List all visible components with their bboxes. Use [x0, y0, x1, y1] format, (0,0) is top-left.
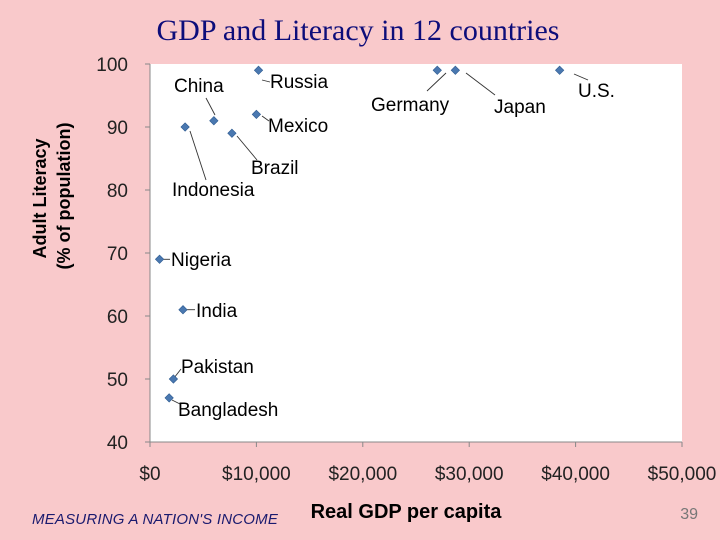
point-label: Brazil — [251, 158, 299, 179]
tick-labels: 40 50 60 70 80 90 100 $0 $10,000 $20,000 $30,000 $4… — [96, 55, 716, 485]
leader-line — [573, 73, 589, 81]
point-label: Mexico — [268, 116, 328, 137]
point-label: Indonesia — [172, 180, 255, 201]
point-label: Pakistan — [181, 357, 254, 378]
leader-line — [261, 79, 271, 83]
data-point — [432, 65, 442, 75]
y-tick-label: 60 — [107, 307, 128, 328]
x-tick-label: $50,000 — [648, 464, 717, 485]
x-tick-label: $40,000 — [541, 464, 610, 485]
point-label: Bangladesh — [178, 400, 278, 421]
leader-line — [236, 135, 258, 161]
data-point — [555, 65, 565, 75]
data-point — [450, 65, 460, 75]
leader-line — [465, 72, 496, 96]
leader-line — [261, 115, 270, 122]
footer: MEASURING A NATION'S INCOME — [32, 511, 279, 528]
point-label: India — [196, 301, 238, 322]
point-label: Germany — [371, 95, 450, 116]
y-tick-label: 70 — [107, 244, 128, 265]
data-point — [168, 374, 179, 384]
data-point — [164, 393, 174, 403]
y-tick-label: 50 — [107, 370, 128, 391]
y-tick-label: 40 — [107, 433, 128, 454]
data-point — [178, 305, 188, 315]
y-tick-label: 90 — [107, 118, 128, 139]
leader-line — [205, 97, 216, 116]
data-point — [253, 65, 264, 75]
leader-line — [171, 399, 181, 405]
point-label: Japan — [494, 97, 546, 118]
leader-line — [189, 130, 207, 181]
data-point — [180, 122, 190, 132]
x-tick-label: $20,000 — [328, 464, 397, 485]
data-point — [251, 109, 262, 120]
x-tick-label: $0 — [139, 464, 160, 485]
x-axis-label: Real GDP per capita — [311, 501, 503, 523]
y-axis-label-line-1: Adult Literacy — [30, 138, 50, 258]
point-label: U.S. — [578, 81, 615, 102]
y-tick-label: 100 — [96, 55, 128, 76]
leader-lines — [162, 72, 589, 405]
chart-title: GDP and Literacy in 12 countries — [156, 14, 560, 47]
plot-area — [150, 64, 682, 442]
leader-line — [426, 72, 447, 92]
point-label: Nigeria — [171, 250, 232, 271]
x-tick-label: $10,000 — [222, 464, 291, 485]
point-label: Russia — [270, 72, 329, 93]
axes — [145, 63, 683, 447]
data-point — [154, 254, 165, 264]
point-label: China — [174, 76, 224, 97]
data-point — [227, 128, 237, 138]
page-number: 39 — [680, 506, 698, 523]
y-axis-label: Adult Literacy (% of population) — [30, 123, 74, 270]
y-axis-label-line-2: (% of population) — [54, 123, 74, 270]
y-tick-label: 80 — [107, 181, 128, 202]
x-tick-label: $30,000 — [435, 464, 504, 485]
data-point — [209, 116, 219, 126]
data-points — [154, 65, 565, 403]
